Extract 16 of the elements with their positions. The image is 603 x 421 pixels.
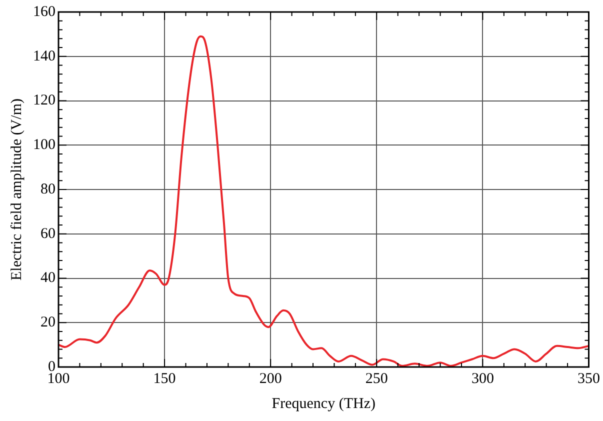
y-axis-title: Electric field amplitude (V/m) [8,98,25,281]
y-tick-label: 100 [33,137,56,154]
y-tick-label: 60 [40,226,56,242]
x-tick-label: 200 [259,370,282,387]
y-tick-label: 160 [33,4,56,20]
x-axis-title: Frequency (THz) [272,396,376,412]
y-tick-label: 20 [40,314,56,331]
x-tick-label: 250 [365,370,388,387]
y-tick-label: 140 [33,48,56,64]
x-tick-label: 150 [153,370,176,387]
x-tick-label: 300 [471,370,494,387]
x-tick-label: 350 [578,370,600,387]
y-tick-label: 40 [40,270,56,286]
y-tick-label: 120 [33,92,56,109]
line-series [58,35,589,367]
y-tick-label: 80 [40,181,56,198]
